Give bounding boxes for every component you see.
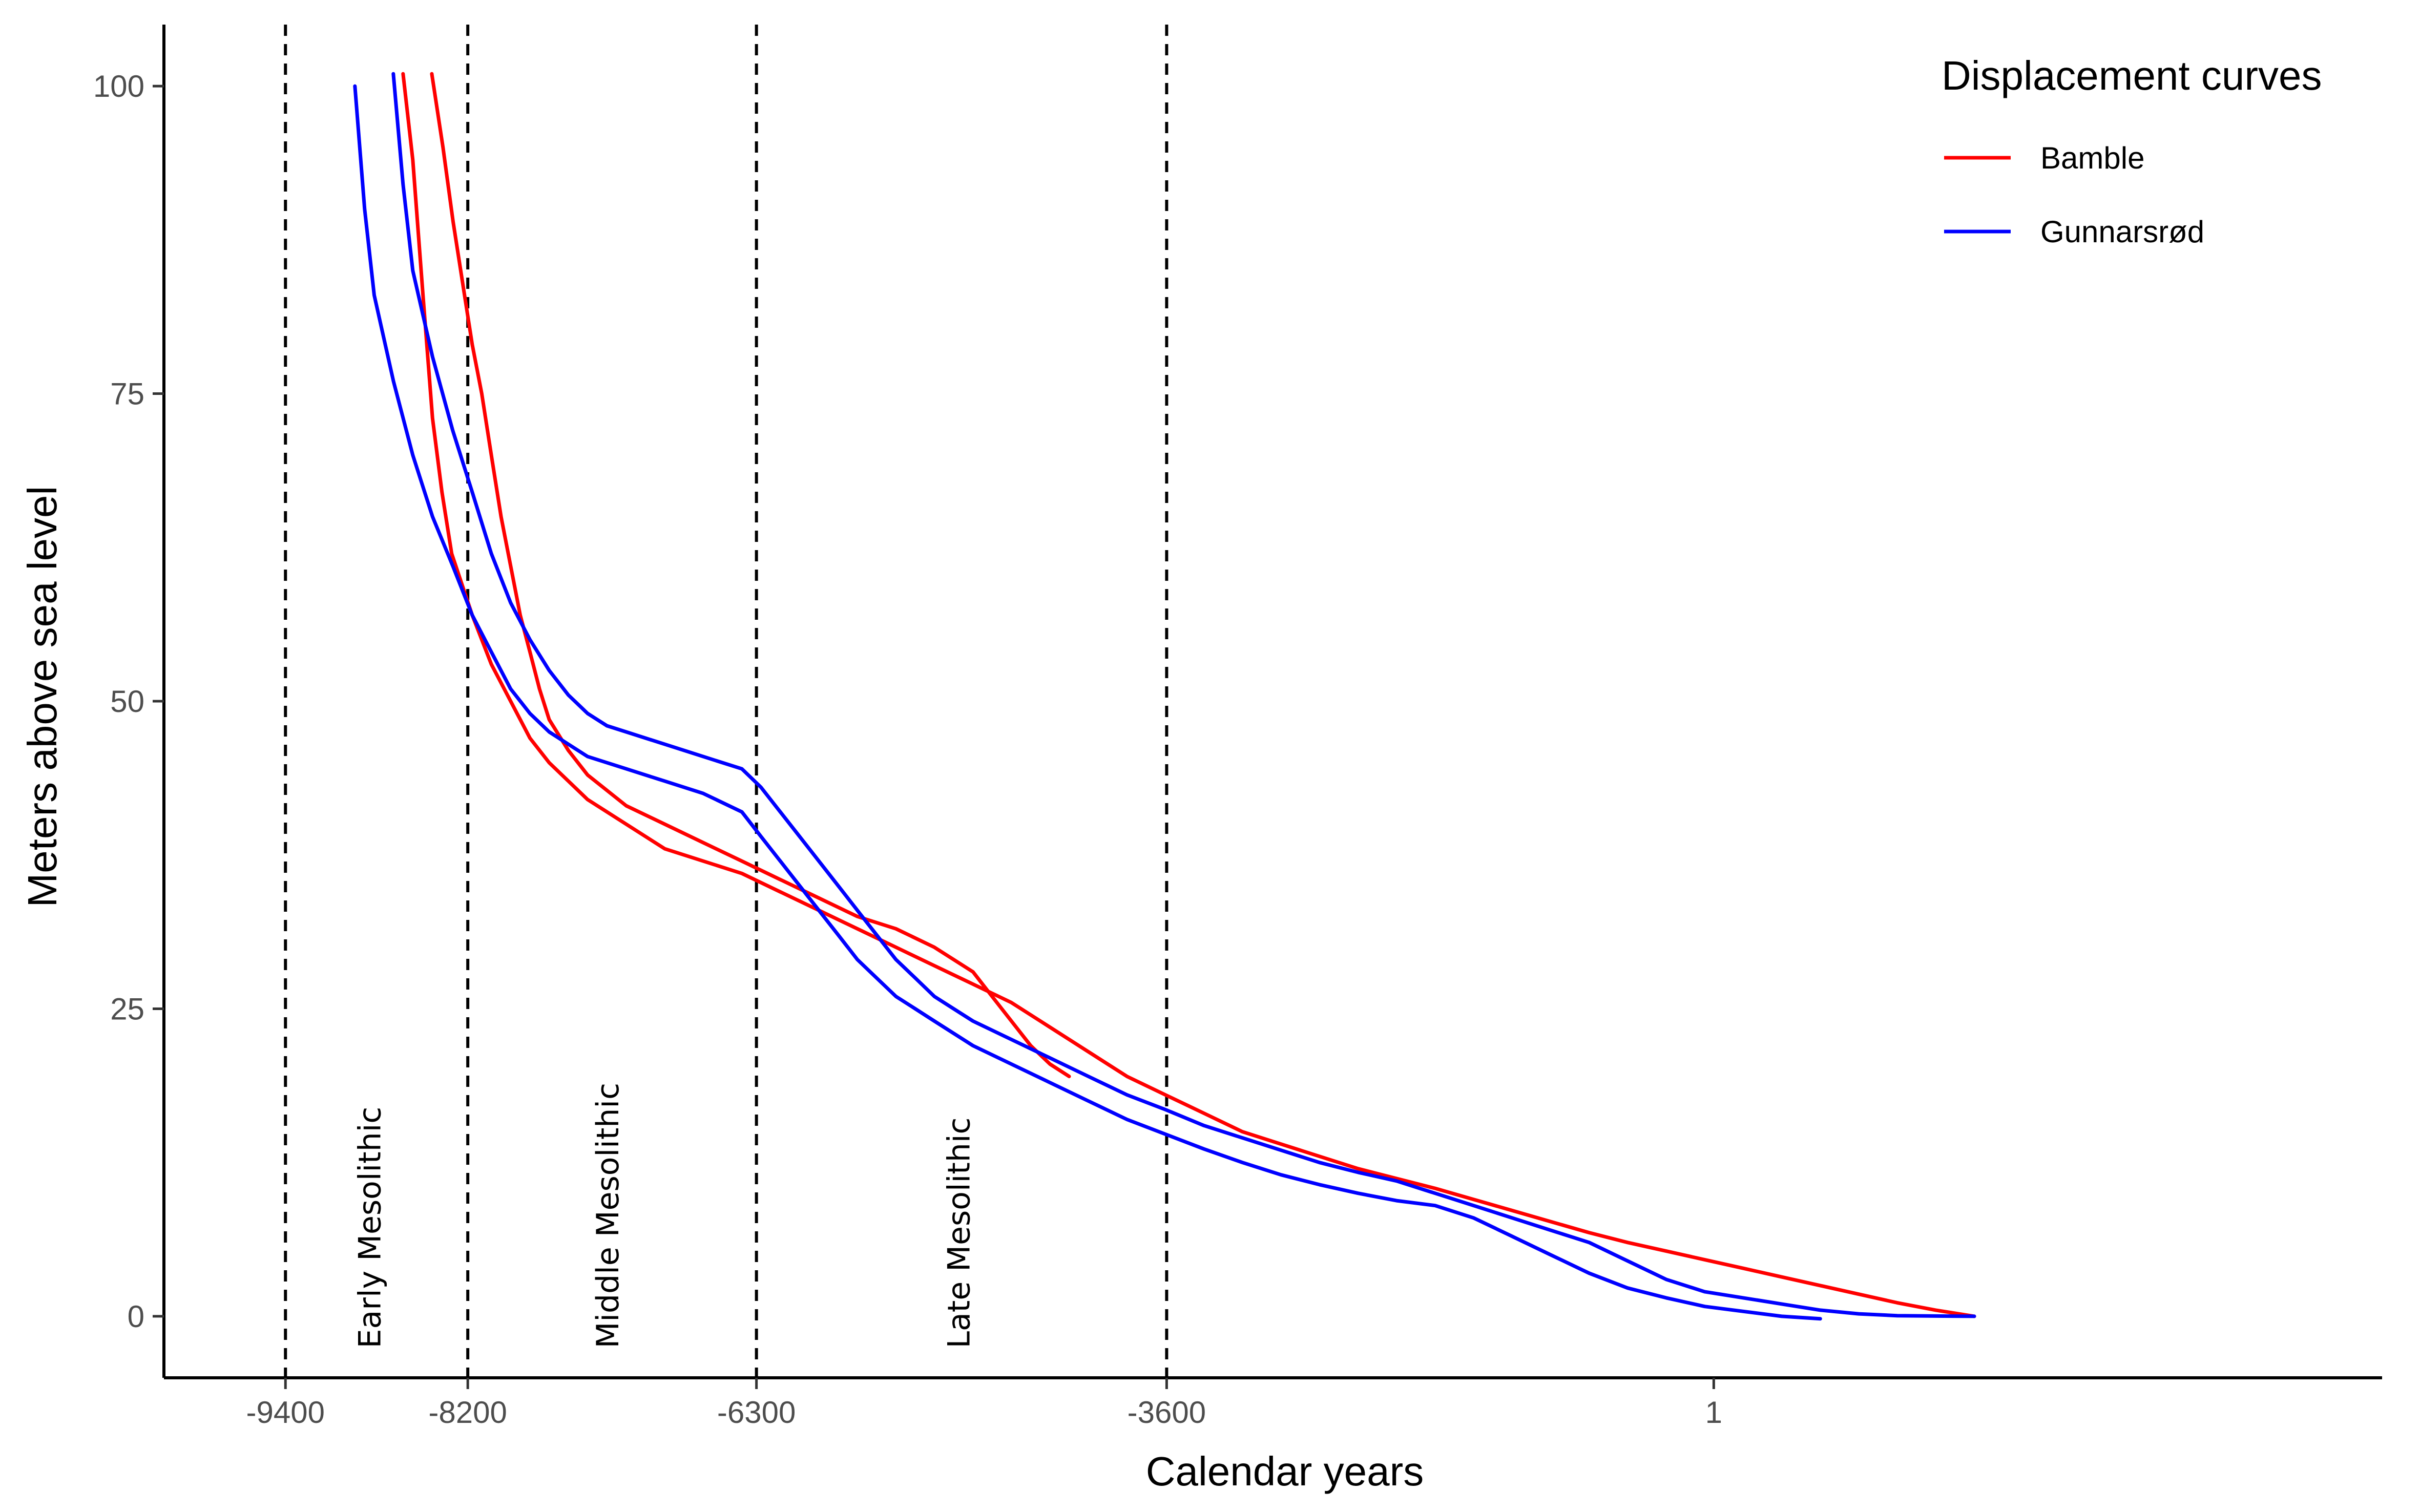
y-axis-ticks: 0 25 50 75 100 <box>93 69 164 1334</box>
x-tick-label: -8200 <box>428 1395 507 1430</box>
legend: Displacement curves Bamble Gunnarsrød <box>1942 53 2322 249</box>
y-tick-label: 25 <box>110 992 144 1026</box>
period-labels: Early Mesolithic Middle Mesolithic Late Me… <box>352 1083 977 1348</box>
legend-label: Gunnarsrød <box>2040 215 2204 249</box>
legend-label: Bamble <box>2040 141 2144 175</box>
series-lines <box>353 72 1976 1321</box>
x-tick-label: -6300 <box>717 1395 796 1430</box>
x-tick-label: -9400 <box>246 1395 325 1430</box>
legend-title: Displacement curves <box>1942 53 2322 98</box>
series-line-gunnarsr-d <box>353 84 1822 1321</box>
period-label: Late Mesolithic <box>941 1117 977 1348</box>
y-tick-label: 75 <box>110 377 144 411</box>
x-tick-label: -3600 <box>1128 1395 1206 1430</box>
y-tick-label: 100 <box>93 69 144 103</box>
y-axis-title: Meters above sea level <box>19 486 65 908</box>
period-label: Middle Mesolithic <box>590 1083 626 1348</box>
series-line-gunnarsr-d <box>391 72 1976 1318</box>
y-tick-label: 50 <box>110 684 144 719</box>
y-tick-label: 0 <box>128 1299 144 1334</box>
x-tick-label: 1 <box>1705 1395 1722 1430</box>
series-line-bamble <box>430 72 1071 1079</box>
series-line-bamble <box>401 72 1976 1318</box>
x-axis-title: Calendar years <box>1146 1448 1424 1494</box>
legend-entries: Bamble Gunnarsrød <box>1944 141 2204 249</box>
x-axis-ticks: -9400 -8200 -6300 -3600 1 <box>246 1378 1722 1430</box>
period-label: Early Mesolithic <box>352 1107 388 1349</box>
